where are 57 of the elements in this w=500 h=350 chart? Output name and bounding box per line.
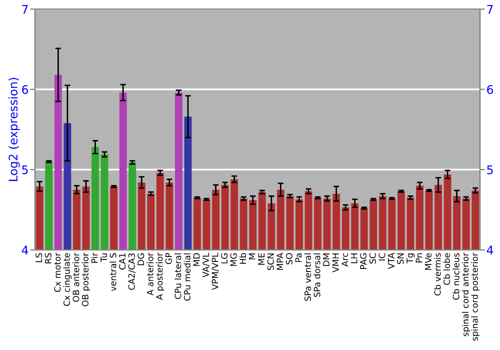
x-tick-label: LG xyxy=(221,253,228,264)
x-tick-label: Tg xyxy=(406,253,415,264)
x-tick-label: Cb lobe xyxy=(443,253,450,285)
x-tick-label: Cb vermis xyxy=(434,253,441,296)
y-tick-label: 5 xyxy=(22,166,28,174)
y-tick-label: 7 xyxy=(22,4,28,14)
x-tick-label: Cx motor xyxy=(54,252,61,292)
x-tick-label: Pir xyxy=(91,252,98,263)
x-tick-label: DG xyxy=(138,253,144,266)
y-tick-label: 6 xyxy=(22,85,28,94)
x-tick-label: PAG xyxy=(360,253,367,269)
x-tick-label: VA/VL xyxy=(202,252,210,278)
x-tick-label: VTA xyxy=(388,252,394,269)
y-tick-label: 4 xyxy=(22,246,28,254)
x-tick-label: LS xyxy=(36,253,42,262)
x-tick-label: OB posterior xyxy=(82,252,90,306)
x-tick-label: LH xyxy=(350,254,358,264)
x-tick-label: MG xyxy=(230,253,237,266)
y2-tick-label: 7 xyxy=(487,4,493,14)
x-tick-label: CA2/CA3 xyxy=(128,253,136,290)
x-tick-label: GP xyxy=(165,252,172,264)
x-tick-label: SO xyxy=(286,253,292,264)
x-tick-label: CA1 xyxy=(119,253,126,270)
x-tick-label: A posterior xyxy=(156,252,164,300)
x-tick-label: SC xyxy=(369,253,376,264)
x-tick-label: spinal cord anterior xyxy=(462,252,470,336)
y2-tick-label: 4 xyxy=(486,246,494,254)
x-tick-label: Arc xyxy=(342,253,348,267)
x-tick-label: MVe xyxy=(425,253,432,270)
x-tick-label: SPa dorsal xyxy=(314,253,320,297)
x-tick-label: Cb nucleus xyxy=(452,253,460,300)
x-tick-label: CPu lateral xyxy=(174,253,182,299)
x-tick-label: Hb xyxy=(239,253,246,264)
x-tick-label: Pn xyxy=(416,253,422,262)
x-tick-label: Tu xyxy=(100,253,108,262)
x-tick-label: IC xyxy=(378,253,386,260)
x-tick-label: VPM/VPL xyxy=(212,252,219,290)
x-tick-label: M xyxy=(248,254,256,260)
x-tick-label: Cx cingulate xyxy=(63,253,72,306)
x-tick-label: OB anterior xyxy=(72,252,80,302)
y-axis-title: Log2 (expression) xyxy=(8,78,20,181)
x-tick-label: SPa ventral xyxy=(304,253,311,301)
x-tick-label: Pa xyxy=(295,253,302,262)
x-tick-label: spinal cord posterior xyxy=(471,252,480,341)
y2-tick-label: 5 xyxy=(487,166,493,174)
y2-tick-label: 6 xyxy=(487,85,494,94)
x-tick-label: ventral S xyxy=(110,253,116,292)
x-tick-label: RS xyxy=(44,253,52,264)
x-tick-label: CPu medial xyxy=(184,253,190,301)
x-tick-label: MPA xyxy=(276,252,284,270)
x-tick-label: A anterior xyxy=(146,252,154,296)
x-tick-label: DM xyxy=(323,254,330,266)
x-tick-label: SCN xyxy=(267,254,274,270)
x-tick-label: ME xyxy=(258,253,265,265)
x-tick-label: MD xyxy=(193,253,200,266)
x-tick-label: VMH xyxy=(332,254,339,272)
x-tick-label: SN xyxy=(397,254,404,264)
